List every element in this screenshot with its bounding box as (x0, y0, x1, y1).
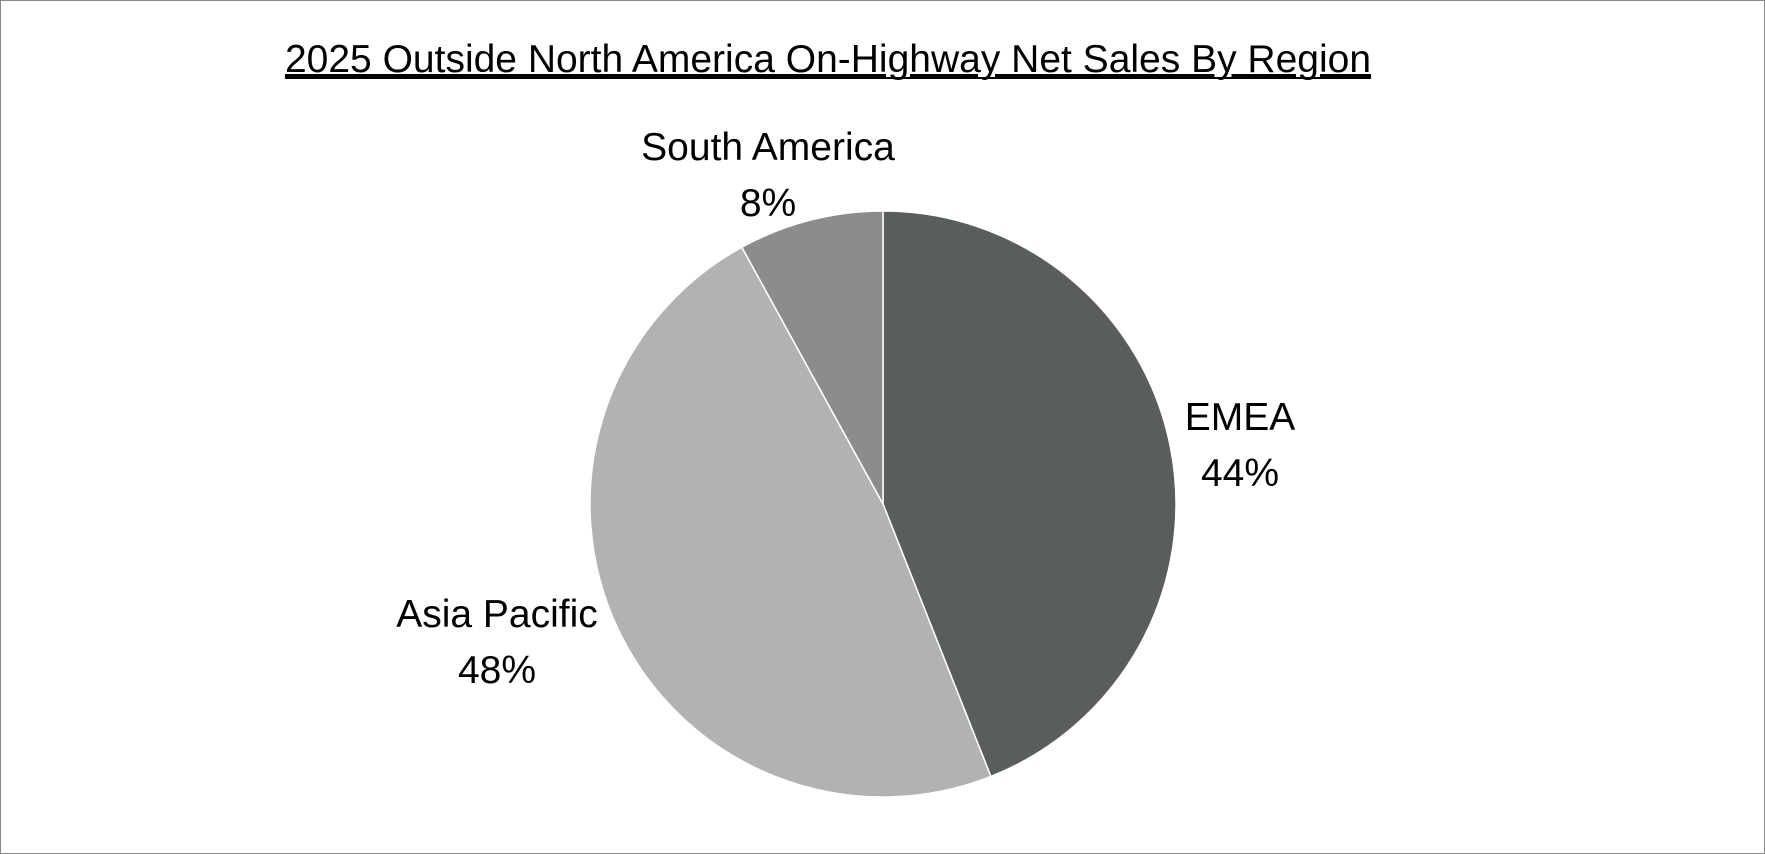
pie-slices (589, 210, 1177, 798)
slice-label-emea: EMEA (1185, 396, 1296, 439)
pie-slice-asia-pacific (589, 246, 992, 798)
slice-label-asia-pacific: Asia Pacific (396, 593, 598, 636)
slice-value-asia-pacific: 48% (458, 649, 536, 692)
pie-slice-emea (882, 210, 1177, 778)
slice-value-emea: 44% (1201, 452, 1279, 495)
pie-slice-south-america (740, 210, 884, 505)
chart-title: 2025 Outside North America On-Highway Ne… (285, 38, 1371, 81)
slice-labels: EMEA 44% Asia Pacific 48% South America 8% (396, 126, 1295, 692)
slice-value-south-america: 8% (740, 182, 796, 225)
slice-label-south-america: South America (641, 126, 895, 169)
